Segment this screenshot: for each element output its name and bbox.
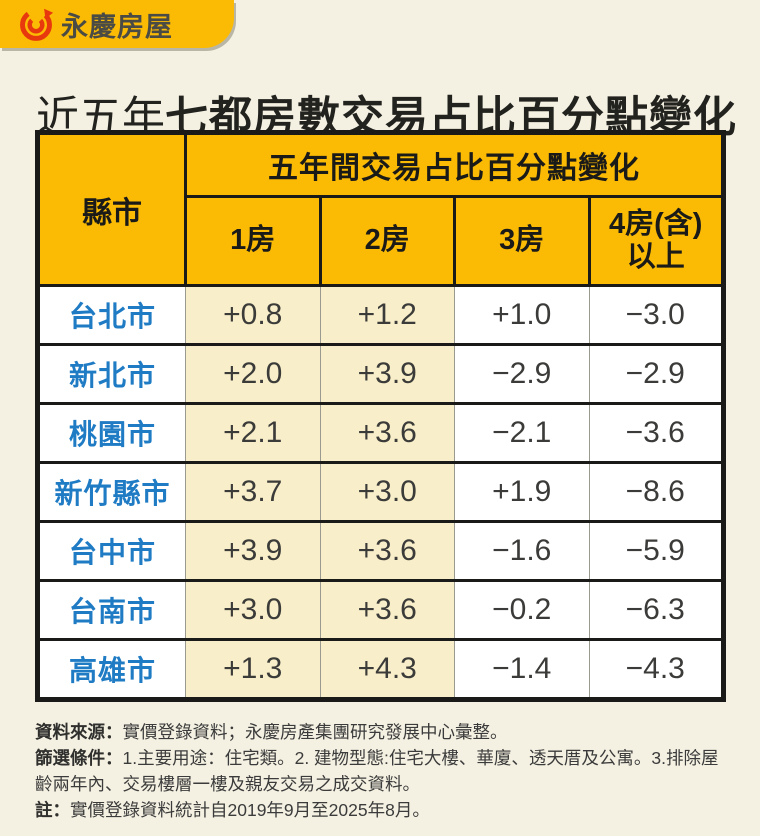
value-cell: +3.7 — [185, 461, 321, 523]
city-cell: 台中市 — [37, 520, 186, 582]
table-header-row-columns: 1房 2房 3房 4房(含)以上 — [38, 195, 725, 287]
value-cell: +1.0 — [454, 284, 590, 346]
city-cell: 新北市 — [37, 343, 186, 405]
value-cell: −2.9 — [454, 343, 590, 405]
value-cell: −4.3 — [588, 638, 724, 701]
value-cell: +2.1 — [185, 402, 321, 464]
brand-badge: 永慶房屋 — [0, 0, 234, 48]
yungching-logo-icon — [18, 6, 54, 42]
city-cell: 台北市 — [37, 284, 186, 346]
value-cell: +0.8 — [185, 284, 321, 346]
value-cell: +2.0 — [185, 343, 321, 405]
footnote-label: 篩選條件： — [35, 747, 123, 768]
value-cell: −5.9 — [588, 520, 724, 582]
value-cell: +3.6 — [319, 520, 455, 582]
value-cell: −0.2 — [454, 579, 590, 641]
footnote: 篩選條件：1.主要用途：住宅類。2. 建物型態:住宅大樓、華廈、透天厝及公寓。3… — [35, 747, 719, 794]
value-cell: +1.3 — [185, 638, 321, 701]
city-cell: 台南市 — [37, 579, 186, 641]
column-header: 1房 — [184, 195, 322, 287]
value-cell: +3.9 — [185, 520, 321, 582]
table-row: 台中市 +3.9 +3.6 −1.6 −5.9 — [37, 520, 724, 582]
transaction-change-table: 縣市 五年間交易占比百分點變化 1房 2房 3房 4房(含)以上 台北市 +0.8 +1.… — [35, 130, 726, 702]
brand-name: 永慶房屋 — [61, 11, 173, 42]
group-header: 五年間交易占比百分點變化 — [184, 131, 725, 198]
table-row: 台北市 +0.8 +1.2 +1.0 −3.0 — [37, 284, 724, 346]
footnote-label: 資料來源： — [35, 722, 123, 742]
value-cell: +3.0 — [185, 579, 321, 641]
city-cell: 高雄市 — [37, 638, 186, 701]
table-row: 桃園市 +2.1 +3.6 −2.1 −3.6 — [37, 402, 724, 464]
value-cell: −2.1 — [454, 402, 590, 464]
column-header-city: 縣市 — [36, 131, 187, 287]
value-cell: +1.2 — [319, 284, 455, 346]
footnotes: 資料來源：實價登錄資料；永慶房產集團研究發展中心彙整。篩選條件：1.主要用途：住… — [35, 720, 735, 824]
value-cell: +3.9 — [319, 343, 455, 405]
city-cell: 新竹縣市 — [37, 461, 186, 523]
table-row: 高雄市 +1.3 +4.3 −1.4 −4.3 — [37, 638, 724, 701]
value-cell: +3.6 — [319, 579, 455, 641]
value-cell: −1.4 — [454, 638, 590, 701]
value-cell: −1.6 — [454, 520, 590, 582]
table-row: 新竹縣市 +3.7 +3.0 +1.9 −8.6 — [37, 461, 724, 523]
value-cell: −3.0 — [588, 284, 724, 346]
value-cell: −2.9 — [588, 343, 724, 405]
value-cell: −8.6 — [588, 461, 724, 523]
column-header: 2房 — [318, 195, 456, 287]
table-row: 台南市 +3.0 +3.6 −0.2 −6.3 — [37, 579, 724, 641]
table-row: 新北市 +2.0 +3.9 −2.9 −2.9 — [37, 343, 724, 405]
value-cell: +3.0 — [319, 461, 455, 523]
value-cell: +4.3 — [319, 638, 455, 701]
footnote: 資料來源：實價登錄資料；永慶房產集團研究發展中心彙整。 — [35, 722, 508, 742]
value-cell: +3.6 — [319, 402, 455, 464]
value-cell: +1.9 — [454, 461, 590, 523]
column-header: 4房(含)以上 — [587, 195, 725, 287]
value-cell: −6.3 — [588, 579, 724, 641]
table-header-row-group: 縣市 五年間交易占比百分點變化 — [36, 131, 725, 287]
value-cell: −3.6 — [588, 402, 724, 464]
footnote-label: 註： — [35, 799, 70, 820]
city-cell: 桃園市 — [37, 402, 186, 464]
column-header: 3房 — [453, 195, 591, 287]
footnote: 註：實價登錄資料統計自2019年9月至2025年8月。 — [35, 799, 430, 820]
